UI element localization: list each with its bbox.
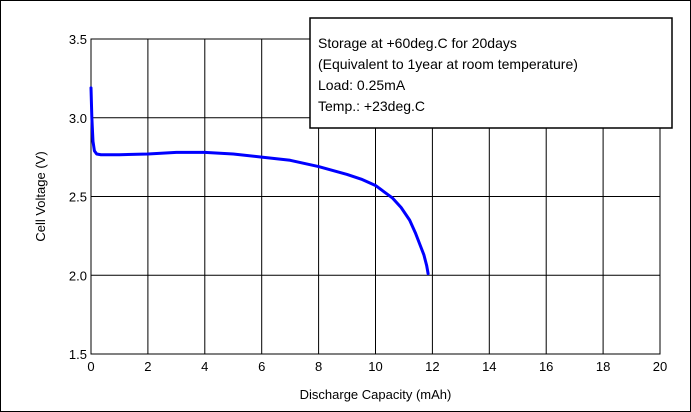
- x-tick-label: 18: [596, 359, 610, 374]
- y-tick-label: 1.5: [69, 347, 87, 362]
- x-tick-label: 0: [87, 359, 94, 374]
- y-tick-labels: 1.5 2.0 2.5 3.0 3.5: [69, 32, 87, 362]
- annotation-line-1: Storage at +60deg.C for 20days: [318, 35, 517, 51]
- y-tick-label: 2.0: [69, 268, 87, 283]
- y-tick-label: 3.0: [69, 111, 87, 126]
- annotation-line-4: Temp.: +23deg.C: [318, 98, 425, 114]
- x-tick-labels: 0 2 4 6 8 10 12 14 16 18 20: [87, 359, 667, 374]
- x-tick-label: 2: [144, 359, 151, 374]
- annotation-line-2: (Equivalent to 1year at room temperature…: [318, 56, 578, 72]
- x-tick-label: 12: [425, 359, 439, 374]
- annotation-line-3: Load: 0.25mA: [318, 77, 406, 93]
- annotation-box-border: [309, 17, 673, 129]
- x-tick-label: 16: [539, 359, 553, 374]
- x-tick-label: 6: [258, 359, 265, 374]
- y-axis-label: Cell Voltage (V): [33, 151, 48, 241]
- x-tick-label: 14: [482, 359, 496, 374]
- annotation-box: Storage at +60deg.C for 20days (Equivale…: [309, 17, 673, 129]
- x-tick-label: 4: [201, 359, 208, 374]
- x-axis-label: Discharge Capacity (mAh): [300, 387, 452, 402]
- x-tick-label: 20: [653, 359, 667, 374]
- x-tick-label: 8: [315, 359, 322, 374]
- x-tick-label: 10: [368, 359, 382, 374]
- y-tick-label: 3.5: [69, 32, 87, 47]
- y-tick-label: 2.5: [69, 190, 87, 205]
- discharge-curve-line: [89, 86, 430, 276]
